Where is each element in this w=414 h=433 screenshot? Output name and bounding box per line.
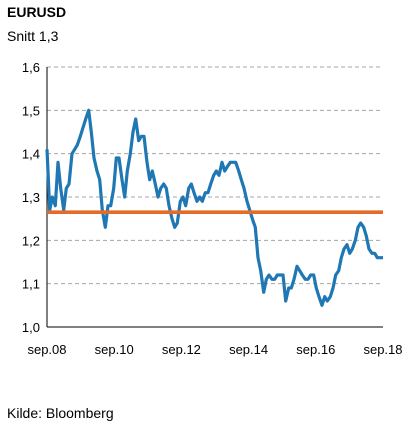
x-tick-label: sep.08 bbox=[27, 342, 66, 357]
y-tick-labels: 1,0 1,1 1,2 1,3 1,4 1,5 1,6 bbox=[22, 60, 40, 335]
source-note: Kilde: Bloomberg bbox=[7, 405, 114, 421]
y-tick-label: 1,3 bbox=[22, 190, 40, 205]
gridlines bbox=[47, 66, 383, 285]
y-tick-label: 1,2 bbox=[22, 233, 40, 248]
axes bbox=[46, 67, 383, 328]
x-tick-label: sep.12 bbox=[162, 342, 201, 357]
y-tick-label: 1,5 bbox=[22, 103, 40, 118]
series-layer bbox=[45, 108, 383, 307]
y-tick-label: 1,0 bbox=[22, 320, 40, 335]
y-tick-label: 1,6 bbox=[22, 60, 40, 75]
x-tick-label: sep.14 bbox=[229, 342, 268, 357]
x-tick-labels: sep.08 sep.10 sep.12 sep.14 sep.16 sep.18 bbox=[27, 342, 402, 357]
y-tick-label: 1,1 bbox=[22, 277, 40, 292]
x-tick-label: sep.10 bbox=[95, 342, 134, 357]
chart-title: EURUSD bbox=[7, 4, 67, 20]
eurusd-series-line bbox=[45, 108, 383, 307]
x-tick-label: sep.16 bbox=[296, 342, 335, 357]
chart-subtitle: Snitt 1,3 bbox=[7, 28, 59, 44]
x-tick-label: sep.18 bbox=[363, 342, 402, 357]
y-tick-label: 1,4 bbox=[22, 147, 40, 162]
